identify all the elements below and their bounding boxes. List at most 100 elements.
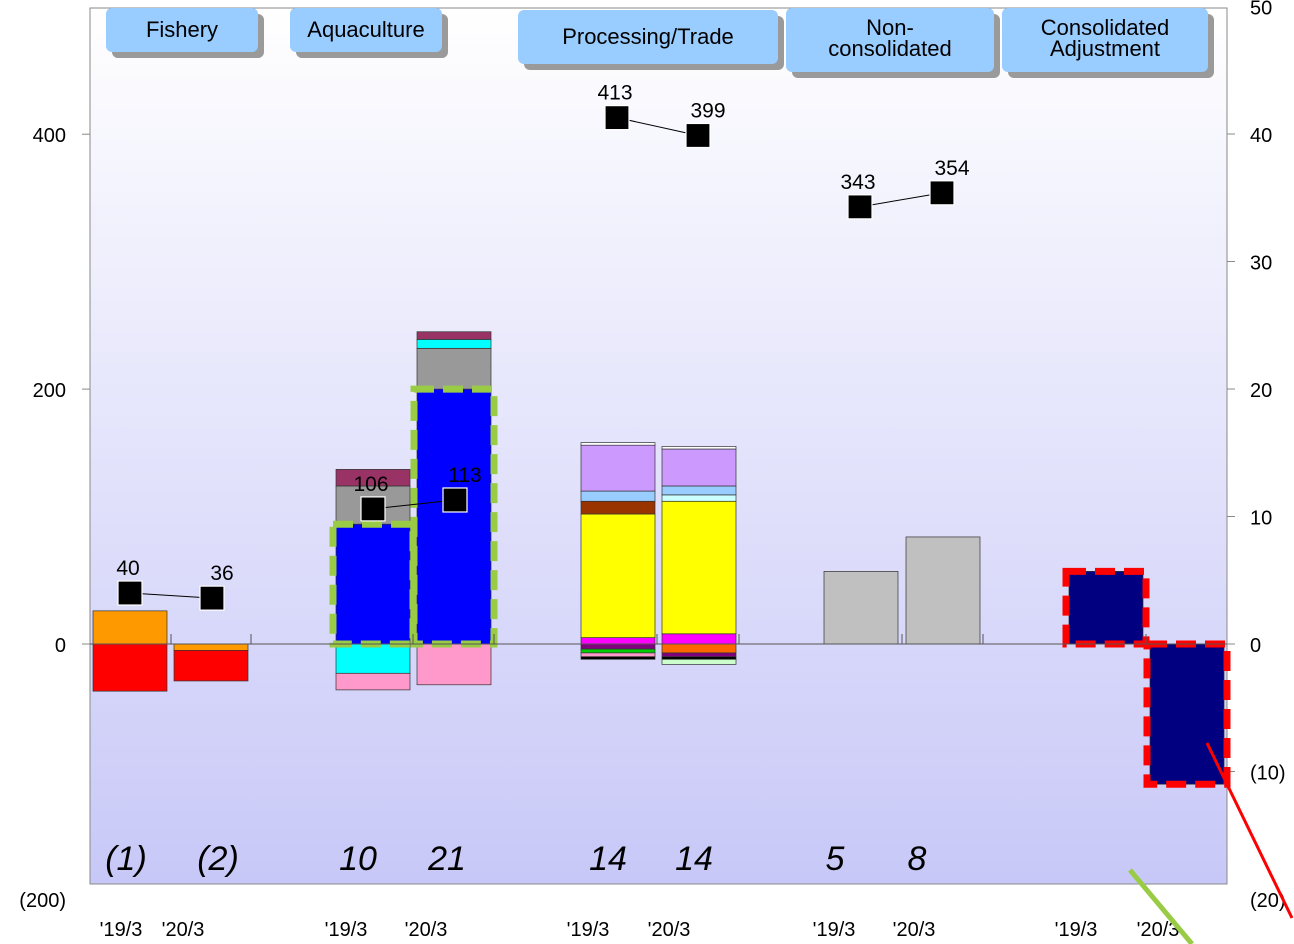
right-axis-tick-label: 20 (1250, 380, 1272, 402)
highlight-frame (410, 385, 498, 648)
operating-income-label: 10 (339, 840, 377, 878)
bar-segment (580, 500, 656, 515)
bar-segment (335, 523, 411, 645)
bar-segment (92, 643, 168, 692)
sales-connector (372, 499, 456, 510)
sales-marker (929, 180, 955, 206)
segment-header-label: consolidated (828, 36, 952, 61)
sales-connector (616, 117, 699, 136)
period-label: '20/3 (648, 919, 691, 941)
operating-income-label: 21 (427, 840, 466, 878)
bar-segment (580, 490, 656, 502)
sales-marker-label: 113 (448, 464, 481, 487)
segment-header-box (518, 10, 778, 64)
bar-segment (661, 494, 737, 502)
operating-income-label: (1) (105, 840, 147, 878)
left-axis-tick-label: (200) (19, 890, 66, 912)
sales-marker (847, 194, 873, 220)
bar-segment (580, 637, 656, 645)
right-axis-tick-label: 30 (1250, 253, 1272, 275)
bar-segment (905, 536, 981, 645)
bar-segment (661, 446, 737, 450)
bar-segment (661, 485, 737, 496)
right-axis-tick-label: 40 (1250, 125, 1272, 147)
bar-segment (661, 500, 737, 635)
sales-marker-label: 36 (210, 562, 233, 585)
bar-segment (580, 656, 656, 660)
bar-segment (661, 633, 737, 645)
bar-segment (580, 513, 656, 638)
segment-header-box (786, 8, 994, 72)
bar-segment (1149, 643, 1225, 785)
right-axis-tick-label: (10) (1250, 763, 1286, 785)
period-label: '20/3 (405, 919, 448, 941)
bar-segment (173, 650, 249, 682)
period-label: '19/3 (567, 919, 610, 941)
red-callout-line (1205, 742, 1294, 919)
sales-marker-label: 343 (840, 171, 875, 194)
sales-marker (360, 496, 386, 522)
period-label: '19/3 (100, 919, 143, 941)
bar-segment (661, 652, 737, 658)
operating-income-label: 5 (826, 840, 845, 878)
green-callout-line (1128, 868, 1194, 944)
right-axis-tick-label: 10 (1250, 508, 1272, 530)
bar-segment (92, 610, 168, 645)
bar-segment (661, 658, 737, 665)
operating-income-label: 14 (589, 840, 627, 878)
bar-segment (416, 339, 492, 349)
sales-marker-label: 399 (690, 99, 725, 122)
bar-segment (416, 331, 492, 340)
left-axis-tick-label: 200 (33, 380, 66, 402)
period-label: '19/3 (1055, 919, 1098, 941)
period-label: '20/3 (162, 919, 205, 941)
bar-segment (580, 643, 656, 650)
segment-header-label: Processing/Trade (562, 24, 734, 49)
segment-header-label: Adjustment (1050, 36, 1160, 61)
bar-segment (416, 388, 492, 645)
segment-header-box (1002, 8, 1208, 72)
segment-header-label: Aquaculture (307, 17, 424, 42)
sales-marker (199, 585, 225, 611)
bar-segment (661, 643, 737, 654)
segment-header-label: Consolidated (1041, 15, 1169, 40)
sales-marker (117, 580, 143, 606)
operating-income-label: 8 (908, 840, 927, 878)
bar-segment (416, 347, 492, 390)
period-label: '19/3 (813, 919, 856, 941)
bar-segment (823, 571, 899, 645)
bar-segment (173, 643, 249, 651)
period-label: '20/3 (893, 919, 936, 941)
segment-header-box (290, 8, 442, 52)
right-axis-tick-label: 0 (1250, 635, 1261, 657)
sales-connector (129, 592, 213, 599)
operating-income-label: (2) (197, 840, 239, 878)
plot-area (89, 7, 1228, 885)
sales-marker-label: 40 (116, 557, 139, 580)
sales-connector (859, 192, 943, 208)
sales-marker (442, 487, 468, 513)
right-axis-tick-label: 50 (1250, 0, 1272, 20)
bar-segment (335, 672, 411, 691)
left-axis-tick-label: 400 (33, 125, 66, 147)
operating-income-label: 14 (675, 840, 713, 878)
bar-segment (580, 442, 656, 446)
sales-marker-label: 106 (353, 473, 388, 496)
bar-segment (335, 643, 411, 674)
period-label: '20/3 (1137, 919, 1180, 941)
bar-segment (580, 444, 656, 492)
bar-segment (1068, 571, 1144, 645)
bar-segment (580, 648, 656, 654)
left-axis-tick-label: 0 (55, 635, 66, 657)
bar-segment (661, 448, 737, 487)
bar-segment (416, 643, 492, 686)
bar-segment (580, 652, 656, 658)
bar-segment (335, 469, 411, 487)
sales-marker (604, 105, 630, 131)
right-axis-tick-label: (20) (1250, 890, 1286, 912)
period-label: '19/3 (325, 919, 368, 941)
segment-header-label: Fishery (146, 17, 218, 42)
bar-segment (661, 656, 737, 660)
segment-header-box (106, 8, 258, 52)
